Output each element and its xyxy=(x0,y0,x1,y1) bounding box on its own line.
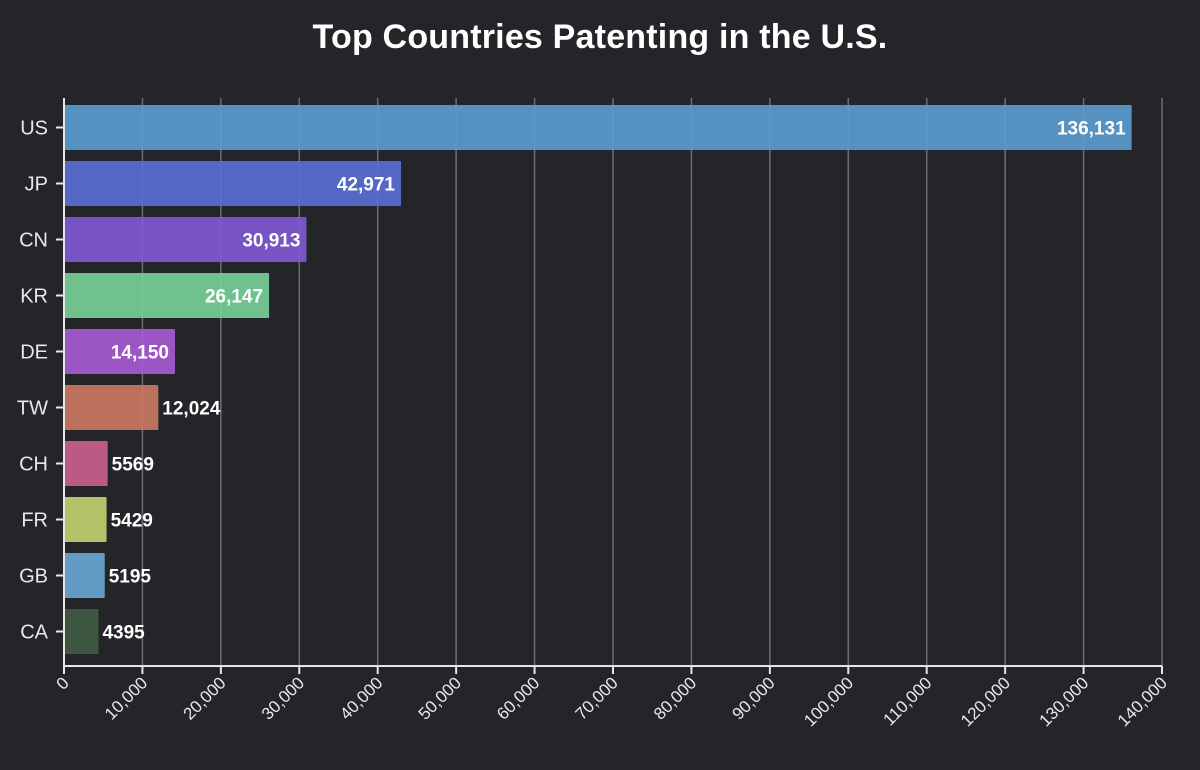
bar-layer xyxy=(64,105,1132,654)
bar-gb xyxy=(64,553,105,598)
x-tick-label: 0 xyxy=(53,673,73,693)
bar-de xyxy=(64,329,175,374)
y-tick-label-jp: JP xyxy=(25,174,48,196)
x-tick-label: 80,000 xyxy=(650,673,700,723)
y-tick-label-cn: CN xyxy=(19,230,48,252)
x-tick-label: 70,000 xyxy=(572,673,622,723)
value-label-ch: 5569 xyxy=(112,455,154,476)
x-tick-label: 130,000 xyxy=(1036,673,1093,730)
label-layer: 136,131 42,971 30,913 26,147 14,150 12,024 556… xyxy=(102,119,1126,644)
x-tick-label: 60,000 xyxy=(493,673,543,723)
bar-cn xyxy=(64,217,307,262)
bar-us xyxy=(64,105,1132,150)
chart-title: Top Countries Patenting in the U.S. xyxy=(312,18,888,56)
x-tick-label: 50,000 xyxy=(415,673,465,723)
bar-ch xyxy=(64,441,108,486)
bar-tw xyxy=(64,385,159,430)
y-tick-label-kr: KR xyxy=(20,286,48,308)
value-label-ca: 4395 xyxy=(102,623,145,644)
value-label-jp: 42,971 xyxy=(337,175,396,196)
value-label-us: 136,131 xyxy=(1057,119,1126,140)
value-label-gb: 5195 xyxy=(109,567,152,588)
bar-kr xyxy=(64,273,270,318)
bar-ca xyxy=(64,609,99,654)
y-tick-label-ch: CH xyxy=(19,454,48,476)
x-tick-label: 120,000 xyxy=(957,673,1014,730)
x-tick-label: 110,000 xyxy=(880,673,936,729)
x-tick-label: 140,000 xyxy=(1114,673,1171,730)
y-tick-label-us: US xyxy=(20,118,48,140)
x-tick-label: 90,000 xyxy=(728,673,778,723)
value-label-kr: 26,147 xyxy=(205,287,263,308)
value-label-de: 14,150 xyxy=(111,343,169,364)
y-tick-label-gb: GB xyxy=(19,566,48,588)
value-label-cn: 30,913 xyxy=(242,231,300,252)
y-tick-label-de: DE xyxy=(20,342,48,364)
value-label-fr: 5429 xyxy=(111,511,153,532)
bar-fr xyxy=(64,497,107,542)
x-tick-label: 100,000 xyxy=(800,673,857,730)
y-tick-label-fr: FR xyxy=(21,510,48,532)
y-tick-label-ca: CA xyxy=(20,622,48,644)
x-tick-label: 10,000 xyxy=(101,673,151,723)
bar-jp xyxy=(64,161,402,206)
x-tick-label: 30,000 xyxy=(258,673,308,723)
value-label-tw: 12,024 xyxy=(162,399,221,420)
x-tick-label: 20,000 xyxy=(179,673,229,723)
y-tick-label-tw: TW xyxy=(17,398,48,420)
x-tick-label: 40,000 xyxy=(336,673,386,723)
